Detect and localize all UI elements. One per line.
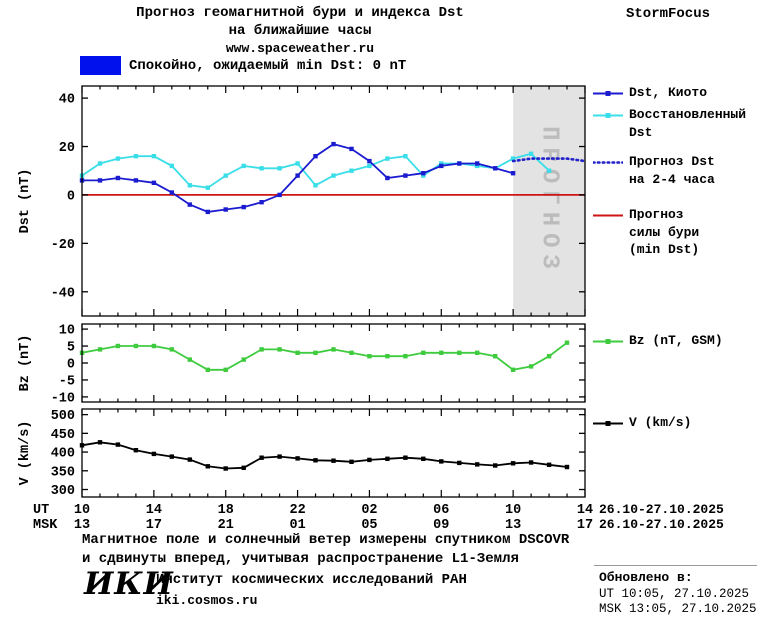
xtick-label-msk: 13 <box>505 518 521 533</box>
series-v <box>81 441 568 470</box>
legend-label-bz: Bz (nT, GSM) <box>629 332 723 350</box>
forecast-region-label: ПРОГНОЗ <box>536 126 563 276</box>
panel-bz: -10 -50 5 10 <box>51 323 586 406</box>
ytick-label: 20 <box>59 141 75 156</box>
legend-item-dst-kyoto: Dst, Киото <box>593 84 707 102</box>
legend-label-line: Dst, Киото <box>629 85 708 100</box>
forecast-region <box>513 86 585 316</box>
date-range-ut: 26.10-27.10.2025 <box>599 502 724 517</box>
series-dst-forecast <box>511 157 587 163</box>
title-block: Прогноз геомагнитной бури и индекса Dst … <box>55 4 545 57</box>
status-row: Спокойно, ожидаемый min Dst: 0 nT <box>80 56 406 75</box>
updated-time-ut: UT 10:05, 27.10.2025 <box>599 587 750 601</box>
xtick-label-msk: 09 <box>433 518 449 533</box>
series-dst-kyoto <box>82 143 514 213</box>
iki-logo: ИКИ <box>84 566 174 602</box>
legend-label-v: V (km/s) <box>629 414 691 432</box>
xtick-label-ut: 10 <box>505 503 521 518</box>
ytick-label: 10 <box>59 324 75 339</box>
legend-label-line: (min Dst) <box>629 242 700 257</box>
legend-label-line: Восстановленный <box>629 107 747 122</box>
xtick-label-ut: 10 <box>74 503 90 518</box>
legend-swatch-bz <box>593 339 623 344</box>
ytick-label: 350 <box>51 465 75 480</box>
status-color-box <box>80 56 121 75</box>
legend-item-bz: Bz (nT, GSM) <box>593 332 723 350</box>
legend-item-v: V (km/s) <box>593 414 691 432</box>
legend-label-dst-recon: Восстановленный Dst <box>629 106 746 141</box>
legend-item-storm-level: Прогноз силы бури (min Dst) <box>593 206 699 259</box>
footer-note: Магнитное поле и солнечный ветер измерен… <box>82 531 569 569</box>
updated-time-msk: MSK 13:05, 27.10.2025 <box>599 602 757 616</box>
ytick-label: 5 <box>67 341 75 356</box>
ytick-label: 450 <box>51 428 75 443</box>
panel-frame <box>81 323 586 403</box>
page-title-line1: Прогноз геомагнитной бури и индекса Dst <box>136 5 464 21</box>
legend-label-line: V (km/s) <box>629 415 692 430</box>
panel-dst: ПРОГНОЗ -40 -20 0 20 40 <box>51 85 587 317</box>
xtick-label-ut: 02 <box>361 503 377 518</box>
legend-label-storm-level: Прогноз силы бури (min Dst) <box>629 206 699 259</box>
page-title-line2: на ближайшие часы <box>228 23 372 39</box>
ytick-label: -10 <box>51 391 75 406</box>
xtick-label-msk: 17 <box>146 518 162 533</box>
legend-item-dst-recon: Восстановленный Dst <box>593 106 746 141</box>
xtick-label-ut: 06 <box>433 503 449 518</box>
updated-divider <box>594 565 757 566</box>
ytick-label: 0 <box>67 189 75 204</box>
legend-label-line: Прогноз <box>629 207 684 222</box>
ytick-label: -5 <box>59 374 75 389</box>
xaxis-row-ut: UT <box>33 503 49 518</box>
xtick-label-msk: 17 <box>577 518 593 533</box>
panel-frame <box>81 408 586 498</box>
ylabel-bz: Bz (nT) <box>18 335 33 392</box>
ytick-label: -40 <box>51 286 75 301</box>
xtick-label-ut: 14 <box>577 503 593 518</box>
ytick-label: 40 <box>59 93 75 108</box>
legend-label-line: на 2-4 часа <box>629 171 715 187</box>
legend-swatch-dst-recon <box>593 113 623 118</box>
xtick-label-msk: 01 <box>289 518 305 533</box>
legend-swatch-v <box>593 421 623 426</box>
ylabel-v: V (km/s) <box>18 421 33 486</box>
institute-url: iki.cosmos.ru <box>156 593 258 608</box>
legend-label-line: силы бури <box>629 224 700 240</box>
legend-label-line: Прогноз Dst <box>629 154 715 169</box>
xtick-label-msk: 21 <box>218 518 234 533</box>
legend-swatch-dst-kyoto <box>593 91 623 96</box>
institute-name: Институт космических исследований РАН <box>156 572 467 588</box>
footer-note-line1: Магнитное поле и солнечный ветер измерен… <box>82 532 570 548</box>
legend-item-dst-forecast: Прогноз Dst на 2-4 часа <box>593 153 715 188</box>
ytick-label: 300 <box>51 484 75 499</box>
panel-frame <box>81 85 586 317</box>
legend-label-dst-forecast: Прогноз Dst на 2-4 часа <box>629 153 715 188</box>
ytick-label: -20 <box>51 238 75 253</box>
footer-note-line2: и сдвинуты вперед, учитывая распростране… <box>82 551 519 567</box>
site-url: www.spaceweather.ru <box>225 41 375 56</box>
xtick-label-ut: 14 <box>146 503 162 518</box>
ytick-label: 400 <box>51 447 75 462</box>
legend-swatch-dst-forecast <box>593 161 623 164</box>
legend-label-dst-kyoto: Dst, Киото <box>629 84 707 102</box>
legend-swatch-storm-level <box>593 214 623 217</box>
xtick-label-ut: 18 <box>218 503 234 518</box>
ytick-label: 500 <box>51 409 75 424</box>
legend-label-line: Dst <box>629 124 653 140</box>
brand-label: StormFocus <box>626 6 711 22</box>
xaxis-row-msk: MSK <box>33 518 58 533</box>
ylabel-dst: Dst (nT) <box>18 169 33 234</box>
legend-label-line: Bz (nT, GSM) <box>629 333 723 348</box>
xtick-label-ut: 22 <box>289 503 305 518</box>
panel-v: 300 350 400 450 500 <box>51 408 586 499</box>
xtick-label-msk: 13 <box>74 518 90 533</box>
status-label: Спокойно, ожидаемый min Dst: 0 nT <box>129 57 407 74</box>
date-range-msk: 26.10-27.10.2025 <box>599 517 724 532</box>
updated-label: Обновлено в: <box>599 570 693 585</box>
xtick-label-msk: 05 <box>361 518 377 533</box>
series-bz <box>81 341 568 371</box>
ytick-label: 0 <box>67 358 75 373</box>
